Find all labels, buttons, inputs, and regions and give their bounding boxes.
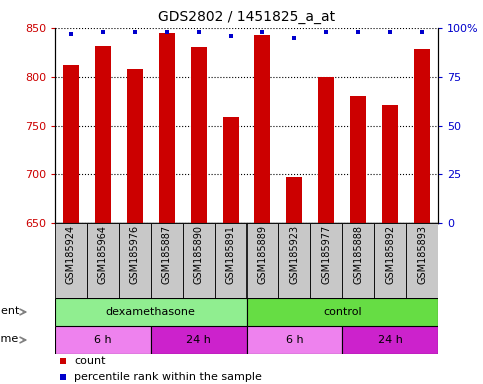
- Point: [67, 31, 75, 37]
- Point: [99, 29, 107, 35]
- Bar: [159, 33, 175, 223]
- Point: [418, 29, 426, 35]
- Bar: [55, 223, 87, 298]
- Text: 6 h: 6 h: [285, 335, 303, 345]
- Text: GSM185887: GSM185887: [162, 225, 172, 285]
- Bar: [119, 223, 151, 298]
- Bar: [414, 50, 430, 223]
- Point: [59, 374, 67, 381]
- Text: GSM185889: GSM185889: [257, 225, 268, 284]
- Bar: [223, 117, 239, 223]
- Text: count: count: [74, 356, 106, 366]
- Bar: [214, 223, 246, 298]
- Bar: [95, 46, 111, 223]
- Bar: [183, 223, 214, 298]
- Bar: [246, 298, 438, 326]
- Bar: [286, 177, 302, 223]
- Point: [131, 29, 139, 35]
- Bar: [246, 326, 342, 354]
- Text: GSM185976: GSM185976: [130, 225, 140, 285]
- Text: GSM185888: GSM185888: [353, 225, 363, 284]
- Point: [163, 29, 170, 35]
- Bar: [374, 223, 406, 298]
- Bar: [342, 326, 438, 354]
- Text: GSM185892: GSM185892: [385, 225, 395, 285]
- Text: GSM185977: GSM185977: [321, 225, 331, 285]
- Text: agent: agent: [0, 306, 19, 316]
- Bar: [382, 105, 398, 223]
- Bar: [246, 223, 278, 298]
- Text: 24 h: 24 h: [186, 335, 211, 345]
- Text: GSM185923: GSM185923: [289, 225, 299, 285]
- Point: [59, 358, 67, 364]
- Bar: [350, 96, 366, 223]
- Bar: [55, 298, 246, 326]
- Text: GSM185893: GSM185893: [417, 225, 427, 284]
- Bar: [278, 223, 311, 298]
- Bar: [255, 35, 270, 223]
- Point: [290, 35, 298, 41]
- Point: [386, 29, 394, 35]
- Point: [355, 29, 362, 35]
- Bar: [311, 223, 342, 298]
- Bar: [151, 223, 183, 298]
- Point: [258, 29, 266, 35]
- Bar: [151, 326, 246, 354]
- Text: control: control: [323, 307, 362, 317]
- Bar: [191, 46, 207, 223]
- Bar: [406, 223, 438, 298]
- Bar: [127, 69, 143, 223]
- Text: 6 h: 6 h: [94, 335, 112, 345]
- Text: percentile rank within the sample: percentile rank within the sample: [74, 372, 262, 382]
- Bar: [342, 223, 374, 298]
- Text: GSM185890: GSM185890: [194, 225, 204, 284]
- Text: GSM185964: GSM185964: [98, 225, 108, 284]
- Point: [227, 33, 234, 39]
- Text: GSM185891: GSM185891: [226, 225, 236, 284]
- Text: time: time: [0, 334, 19, 344]
- Point: [323, 29, 330, 35]
- Point: [195, 29, 202, 35]
- Text: GSM185924: GSM185924: [66, 225, 76, 285]
- Title: GDS2802 / 1451825_a_at: GDS2802 / 1451825_a_at: [158, 10, 335, 24]
- Text: 24 h: 24 h: [378, 335, 402, 345]
- Bar: [55, 326, 151, 354]
- Text: dexamethasone: dexamethasone: [106, 307, 196, 317]
- Bar: [87, 223, 119, 298]
- Bar: [318, 77, 334, 223]
- Bar: [63, 65, 79, 223]
